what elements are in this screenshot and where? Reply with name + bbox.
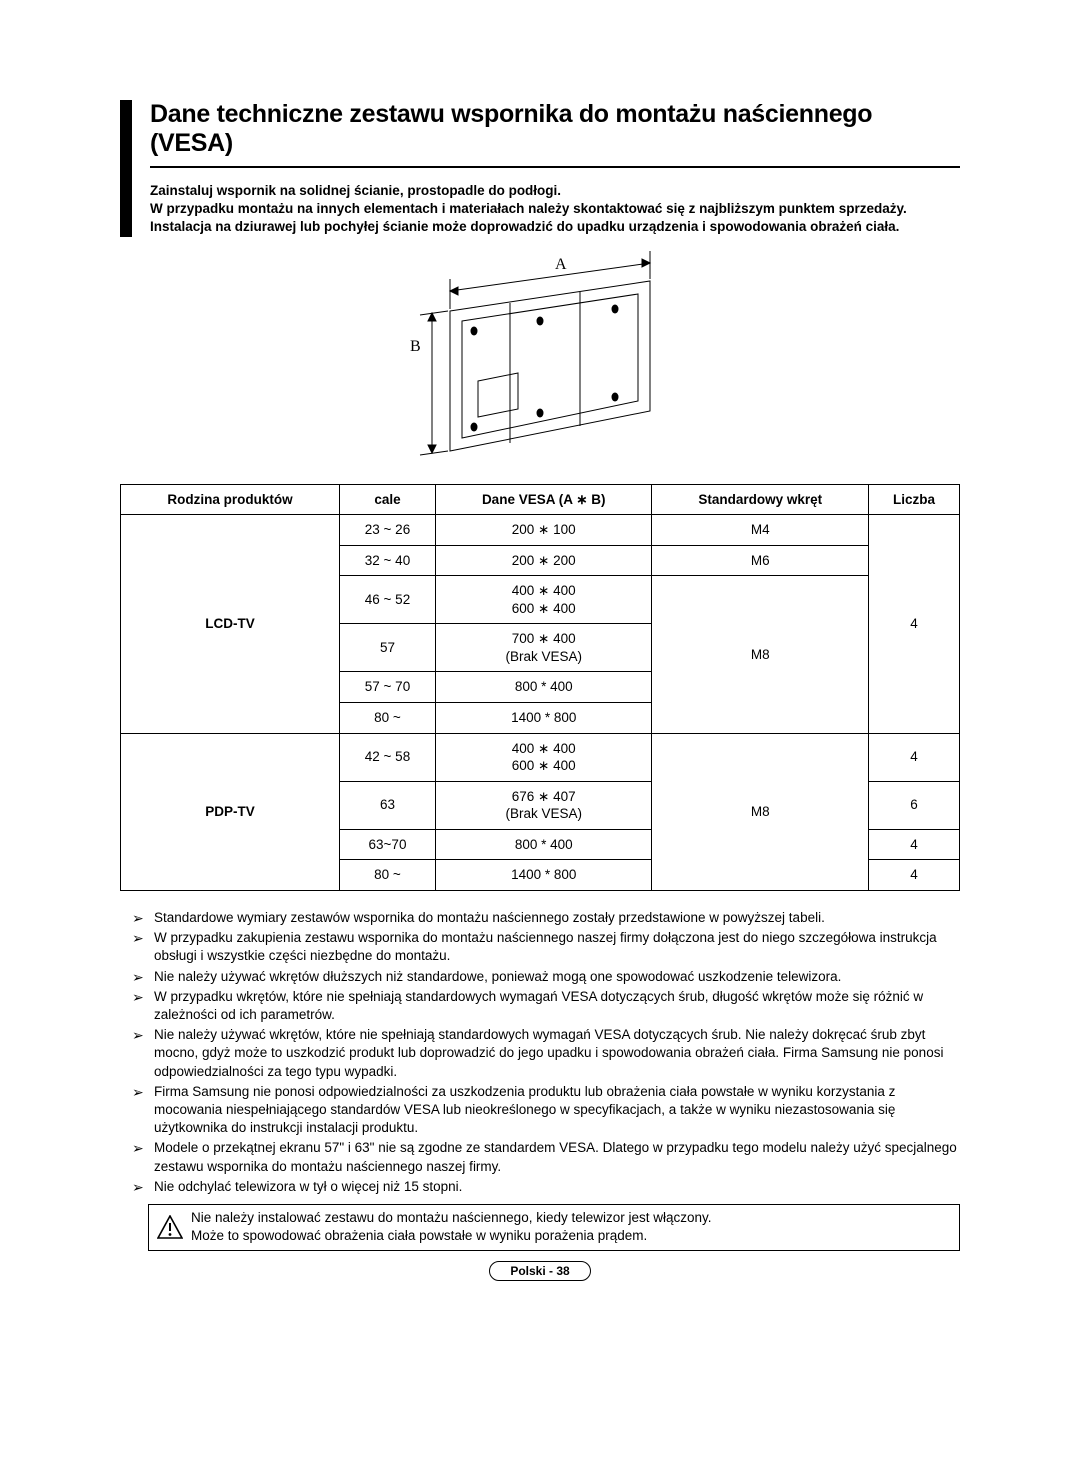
cell: M8 xyxy=(652,576,869,733)
note-item: Nie należy używać wkrętów, które nie spe… xyxy=(132,1026,960,1081)
page-title: Dane techniczne zestawu wspornika do mon… xyxy=(150,100,960,168)
warning-box: Nie należy instalować zestawu do montażu… xyxy=(148,1204,960,1250)
vesa-table: Rodzina produktów cale Dane VESA (A ∗ B)… xyxy=(120,484,960,891)
note-item: W przypadku wkrętów, które nie spełniają… xyxy=(132,988,960,1024)
cell: 57 ~ 70 xyxy=(339,672,435,703)
cell-lcd-name: LCD-TV xyxy=(121,515,340,733)
cell: 800 * 400 xyxy=(436,672,652,703)
cell: 1400 * 800 xyxy=(436,860,652,891)
cell: 4 xyxy=(869,515,960,733)
warning-text: Nie należy instalować zestawu do montażu… xyxy=(191,1209,712,1245)
footer-label: Polski - 38 xyxy=(489,1261,590,1281)
th-inches: cale xyxy=(339,484,435,515)
cell: 32 ~ 40 xyxy=(339,545,435,576)
notes-list: Standardowe wymiary zestawów wspornika d… xyxy=(120,909,960,1196)
cell: 676 ∗ 407(Brak VESA) xyxy=(436,781,652,829)
warning-icon xyxy=(157,1215,183,1239)
cell: 200 ∗ 200 xyxy=(436,545,652,576)
cell: 57 xyxy=(339,624,435,672)
cell: 1400 * 800 xyxy=(436,703,652,734)
th-screw: Standardowy wkręt xyxy=(652,484,869,515)
cell: 400 ∗ 400600 ∗ 400 xyxy=(436,733,652,781)
cell: 700 ∗ 400(Brak VESA) xyxy=(436,624,652,672)
cell: M6 xyxy=(652,545,869,576)
note-item: W przypadku zakupienia zestawu wspornika… xyxy=(132,929,960,965)
note-item: Firma Samsung nie ponosi odpowiedzialnoś… xyxy=(132,1083,960,1138)
cell: 63 xyxy=(339,781,435,829)
cell: 63~70 xyxy=(339,829,435,860)
th-vesa: Dane VESA (A ∗ B) xyxy=(436,484,652,515)
note-item: Modele o przekątnej ekranu 57" i 63" nie… xyxy=(132,1139,960,1175)
cell: M4 xyxy=(652,515,869,546)
cell-pdp-name: PDP-TV xyxy=(121,733,340,890)
cell: 800 * 400 xyxy=(436,829,652,860)
th-count: Liczba xyxy=(869,484,960,515)
th-family: Rodzina produktów xyxy=(121,484,340,515)
cell: 23 ~ 26 xyxy=(339,515,435,546)
page-footer: Polski - 38 xyxy=(120,1261,960,1281)
cell: 6 xyxy=(869,781,960,829)
note-item: Nie należy używać wkrętów dłuższych niż … xyxy=(132,968,960,986)
cell: 80 ~ xyxy=(339,860,435,891)
diagram-label-b: B xyxy=(410,338,421,355)
title-block: Dane techniczne zestawu wspornika do mon… xyxy=(120,100,960,237)
cell: 4 xyxy=(869,860,960,891)
cell: 400 ∗ 400600 ∗ 400 xyxy=(436,576,652,624)
cell: 200 ∗ 100 xyxy=(436,515,652,546)
cell: 80 ~ xyxy=(339,703,435,734)
cell: 42 ~ 58 xyxy=(339,733,435,781)
cell: M8 xyxy=(652,733,869,890)
intro-text: Zainstaluj wspornik na solidnej ścianie,… xyxy=(150,182,960,237)
mount-diagram: A B xyxy=(120,251,960,466)
cell: 4 xyxy=(869,733,960,781)
note-item: Standardowe wymiary zestawów wspornika d… xyxy=(132,909,960,927)
note-item: Nie odchylać telewizora w tył o więcej n… xyxy=(132,1178,960,1196)
cell: 46 ~ 52 xyxy=(339,576,435,624)
diagram-label-a: A xyxy=(555,256,567,273)
cell: 4 xyxy=(869,829,960,860)
